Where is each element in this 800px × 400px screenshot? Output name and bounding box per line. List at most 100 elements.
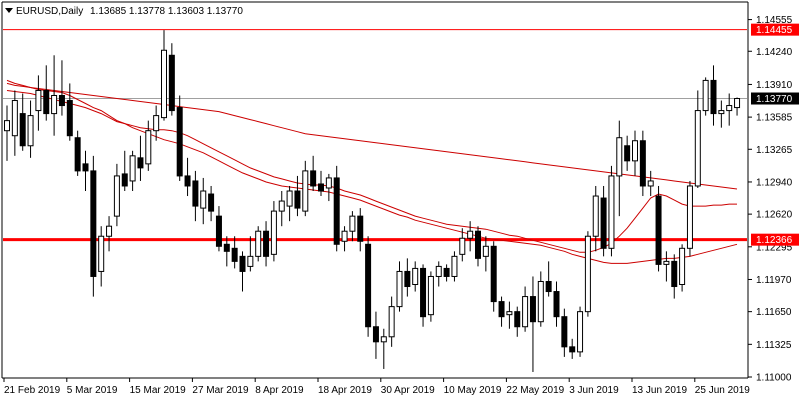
price-tick-label: 1.11000 [756, 373, 792, 384]
candle [490, 241, 497, 312]
candle [577, 306, 584, 357]
candle-body-bear [43, 89, 50, 115]
candle-body-bear [184, 175, 191, 187]
candle [161, 30, 167, 121]
price-tick-label: 1.11970 [756, 275, 792, 286]
candle [655, 185, 662, 272]
candle-body-bull [302, 170, 309, 212]
candle-body-bear [310, 170, 317, 187]
candle-body-bull [506, 311, 513, 316]
price-tick-label: 1.13910 [756, 80, 793, 91]
candle-body-bull [592, 195, 599, 237]
candle [686, 180, 693, 257]
candle [404, 258, 411, 297]
candle [420, 264, 427, 327]
candle-body-bull [255, 230, 262, 257]
candle [726, 93, 733, 126]
candle [184, 157, 191, 197]
candle-body-bull [145, 130, 152, 165]
candle [443, 264, 450, 282]
candle [647, 170, 654, 197]
candle-body-bull [349, 215, 356, 232]
candle [113, 163, 120, 227]
candle-body-bear [545, 280, 552, 293]
candle [255, 226, 262, 262]
candle [561, 308, 568, 357]
candle-body-bull [98, 235, 105, 272]
candle-body-bull [726, 105, 733, 112]
candle [365, 236, 372, 337]
triangle-down-icon [5, 8, 13, 13]
candle-body-bear [192, 180, 199, 207]
candle [129, 150, 136, 192]
candle-body-bull [278, 200, 285, 212]
candle [553, 281, 560, 327]
candle-body-bull [35, 89, 42, 112]
time-tick-label: 15 Mar 2019 [130, 385, 187, 396]
candle [90, 155, 97, 297]
candle [278, 191, 285, 227]
candle [74, 130, 81, 176]
candle-body-bull [616, 137, 623, 177]
candle-body-bear [561, 316, 568, 348]
candle-body-bull [325, 177, 332, 189]
candle [239, 251, 246, 292]
price-tick-label: 1.11325 [756, 340, 792, 351]
candle-body-bull [270, 210, 277, 255]
candle-body-bull [584, 235, 591, 313]
candle-body-bear [168, 54, 175, 112]
time-tick-label: 5 Mar 2019 [67, 385, 118, 396]
candle-body-bull [467, 230, 474, 239]
candle [19, 93, 26, 151]
price-tick-label: 1.11650 [756, 307, 792, 318]
level-badge-1-label: 1.12366 [756, 235, 793, 246]
candle [616, 120, 623, 217]
candle-body-bull [435, 265, 442, 277]
candle-body-bull [11, 100, 18, 137]
candle [427, 271, 434, 322]
time-tick-label: 3 Jun 2019 [569, 385, 619, 396]
symbol-label: EURUSD,Daily [16, 6, 83, 17]
candle [734, 97, 741, 116]
candle [451, 251, 458, 282]
candle-body-bull [608, 175, 615, 249]
candle-body-bull [113, 175, 120, 217]
candle [43, 65, 50, 121]
candle [671, 254, 678, 299]
current-price-badge-label: 1.13770 [756, 94, 793, 105]
candle [302, 160, 309, 217]
candle-body-bear [443, 267, 450, 277]
level-badge-1-box [751, 233, 799, 246]
price-tick-label: 1.12940 [756, 177, 793, 188]
moving-average-layer [6, 79, 738, 264]
candle-body-bull [522, 296, 529, 328]
candle [710, 65, 717, 126]
candle-body-bear [58, 94, 65, 107]
candle [372, 311, 379, 359]
candle-body-bull [718, 110, 725, 115]
candle-body-bear [404, 270, 411, 288]
candle [388, 296, 395, 347]
time-tick-label: 13 Jun 2019 [632, 385, 687, 396]
candle-body-bull [427, 275, 434, 316]
candle-body-bull [286, 190, 293, 207]
candle [35, 75, 42, 131]
candle [4, 105, 10, 161]
candle [58, 60, 65, 116]
time-tick-label: 25 Jun 2019 [695, 385, 750, 396]
candle-body-bear [74, 137, 81, 172]
candle-body-bull [537, 280, 544, 323]
candle [569, 338, 576, 359]
time-axis-ticks: 21 Feb 2019 5 Mar 2019 15 Mar 2019 27 Mar 2… [3, 378, 750, 396]
candle-body-bear [514, 311, 521, 328]
candle-body-bear [231, 247, 238, 262]
candle [694, 90, 701, 188]
candle-body-bear [90, 170, 97, 277]
candle-body-bear [294, 190, 301, 209]
candle-body-bear [176, 107, 183, 177]
candle-body-bear [66, 100, 73, 137]
candle-body-bull [694, 110, 701, 187]
candle-body-bear [137, 157, 144, 169]
candle [270, 201, 277, 262]
